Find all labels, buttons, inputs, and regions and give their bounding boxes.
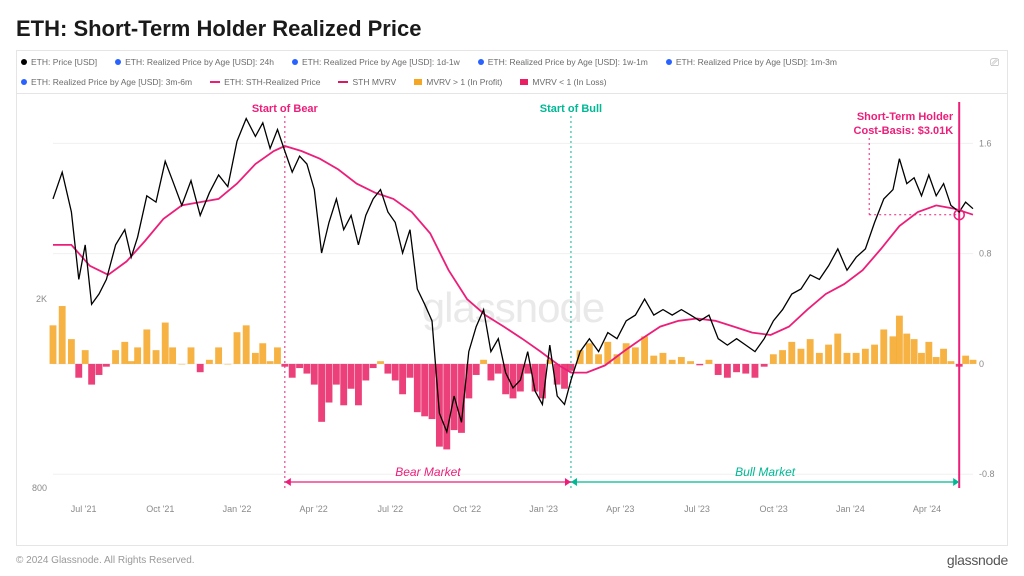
chart-area: glassnode Jul '21 Oct '21 Jan '22 Apr '22 Jul… — [16, 94, 1008, 546]
legend-label: ETH: Realized Price by Age [USD]: 3m-6m — [31, 77, 192, 87]
svg-text:Cost-Basis: $3.01K: Cost-Basis: $3.01K — [854, 125, 954, 137]
legend-item: ETH: Realized Price by Age [USD]: 1m-3m — [666, 57, 837, 67]
svg-text:Jan '24: Jan '24 — [836, 504, 865, 514]
svg-text:Start of Bear: Start of Bear — [252, 103, 319, 115]
svg-text:Apr '23: Apr '23 — [606, 504, 634, 514]
legend-item: ETH: Realized Price by Age [USD]: 24h — [115, 57, 274, 67]
legend-label: ETH: Realized Price by Age [USD]: 24h — [125, 57, 274, 67]
legend-label: ETH: Realized Price by Age [USD]: 1m-3m — [676, 57, 837, 67]
camera-icon[interactable]: ⎚ — [990, 57, 999, 70]
legend-label: MVRV < 1 (In Loss) — [532, 77, 606, 87]
svg-text:Jul '22: Jul '22 — [377, 504, 403, 514]
legend-swatch — [666, 59, 672, 65]
legend-item: ETH: Price [USD] — [21, 57, 97, 67]
legend-label: STH MVRV — [352, 77, 396, 87]
legend-swatch — [210, 81, 220, 83]
legend-swatch — [115, 59, 121, 65]
svg-text:Oct '22: Oct '22 — [453, 504, 481, 514]
legend-item: ETH: Realized Price by Age [USD]: 3m-6m — [21, 77, 192, 87]
legend-swatch — [21, 79, 27, 85]
copyright-text: © 2024 Glassnode. All Rights Reserved. — [16, 555, 195, 566]
legend-item: MVRV > 1 (In Profit) — [414, 77, 502, 87]
legend-swatch — [21, 59, 27, 65]
svg-text:Apr '22: Apr '22 — [300, 504, 328, 514]
legend-item: MVRV < 1 (In Loss) — [520, 77, 606, 87]
legend-swatch — [338, 81, 348, 83]
svg-text:Bull Market: Bull Market — [735, 465, 796, 479]
svg-text:-0.8: -0.8 — [979, 469, 995, 479]
svg-text:2K: 2K — [36, 294, 47, 304]
brand-logo: glassnode — [947, 552, 1008, 568]
legend-item: STH MVRV — [338, 77, 396, 87]
legend-label: ETH: Realized Price by Age [USD]: 1w-1m — [488, 57, 648, 67]
footer: © 2024 Glassnode. All Rights Reserved. g… — [16, 552, 1008, 568]
svg-text:Jan '22: Jan '22 — [223, 504, 252, 514]
legend-label: MVRV > 1 (In Profit) — [426, 77, 502, 87]
legend-label: ETH: Price [USD] — [31, 57, 97, 67]
legend-swatch — [520, 79, 528, 85]
chart-svg: glassnode Jul '21 Oct '21 Jan '22 Apr '22 Jul… — [17, 94, 1009, 524]
svg-text:Jul '23: Jul '23 — [684, 504, 710, 514]
svg-text:Jul '21: Jul '21 — [71, 504, 97, 514]
svg-text:Jan '23: Jan '23 — [529, 504, 558, 514]
svg-text:0: 0 — [979, 359, 984, 369]
svg-text:0.8: 0.8 — [979, 249, 992, 259]
legend-item: ETH: STH-Realized Price — [210, 77, 320, 87]
svg-text:Start of Bull: Start of Bull — [540, 103, 602, 115]
svg-text:glassnode: glassnode — [422, 284, 604, 331]
svg-text:Apr '24: Apr '24 — [913, 504, 941, 514]
legend-item: ETH: Realized Price by Age [USD]: 1w-1m — [478, 57, 648, 67]
legend-swatch — [292, 59, 298, 65]
svg-text:Oct '23: Oct '23 — [760, 504, 788, 514]
legend-swatch — [478, 59, 484, 65]
svg-text:Bear Market: Bear Market — [395, 465, 461, 479]
legend-label: ETH: STH-Realized Price — [224, 77, 320, 87]
legend-label: ETH: Realized Price by Age [USD]: 1d-1w — [302, 57, 460, 67]
chart-title: ETH: Short-Term Holder Realized Price — [16, 16, 1008, 42]
svg-text:Oct '21: Oct '21 — [146, 504, 174, 514]
legend-item: ETH: Realized Price by Age [USD]: 1d-1w — [292, 57, 460, 67]
svg-text:1.6: 1.6 — [979, 138, 992, 148]
legend-swatch — [414, 79, 422, 85]
svg-text:Short-Term Holder: Short-Term Holder — [857, 111, 954, 123]
legend: ⎚ ETH: Price [USD] ETH: Realized Price by… — [16, 50, 1008, 94]
svg-text:800: 800 — [32, 483, 47, 493]
